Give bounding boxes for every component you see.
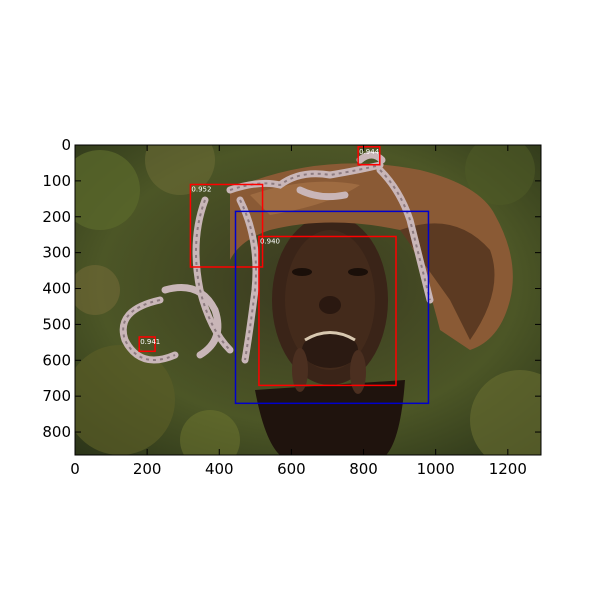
detection-box bbox=[189, 183, 264, 268]
y-tick-label: 600 bbox=[42, 351, 71, 369]
y-tick-label: 500 bbox=[42, 315, 71, 333]
detection-box bbox=[234, 210, 430, 405]
y-tick-label: 100 bbox=[42, 172, 71, 190]
y-tick-label: 700 bbox=[42, 387, 71, 405]
y-tick-label: 0 bbox=[61, 136, 71, 154]
x-tick-label: 400 bbox=[205, 460, 234, 478]
x-tick-label: 600 bbox=[277, 460, 306, 478]
y-axis: 0 100 200 300 400 500 600 700 800 bbox=[42, 136, 541, 441]
y-tick-label: 400 bbox=[42, 280, 71, 298]
detection-box bbox=[357, 146, 381, 166]
x-axis: 0 200 400 600 800 1000 1200 bbox=[70, 145, 527, 478]
x-tick-label: 200 bbox=[133, 460, 162, 478]
y-tick-label: 300 bbox=[42, 244, 71, 262]
detection-boxes: 0.952 0.941 0.944 0.940 bbox=[138, 146, 430, 405]
detection-score-label: 0.952 bbox=[191, 185, 211, 193]
x-tick-label: 1200 bbox=[489, 460, 527, 478]
detection-score-label: 0.944 bbox=[359, 148, 380, 156]
detection-score-label: 0.940 bbox=[260, 237, 280, 245]
x-tick-label: 800 bbox=[349, 460, 378, 478]
detection-box bbox=[138, 336, 156, 353]
y-tick-label: 800 bbox=[42, 423, 71, 441]
y-tick-label: 200 bbox=[42, 208, 71, 226]
detection-box bbox=[258, 235, 397, 387]
x-tick-label: 1000 bbox=[417, 460, 455, 478]
detection-score-label: 0.941 bbox=[140, 338, 160, 346]
axes-frame bbox=[74, 144, 542, 456]
x-tick-label: 0 bbox=[70, 460, 80, 478]
photo bbox=[75, 145, 541, 455]
